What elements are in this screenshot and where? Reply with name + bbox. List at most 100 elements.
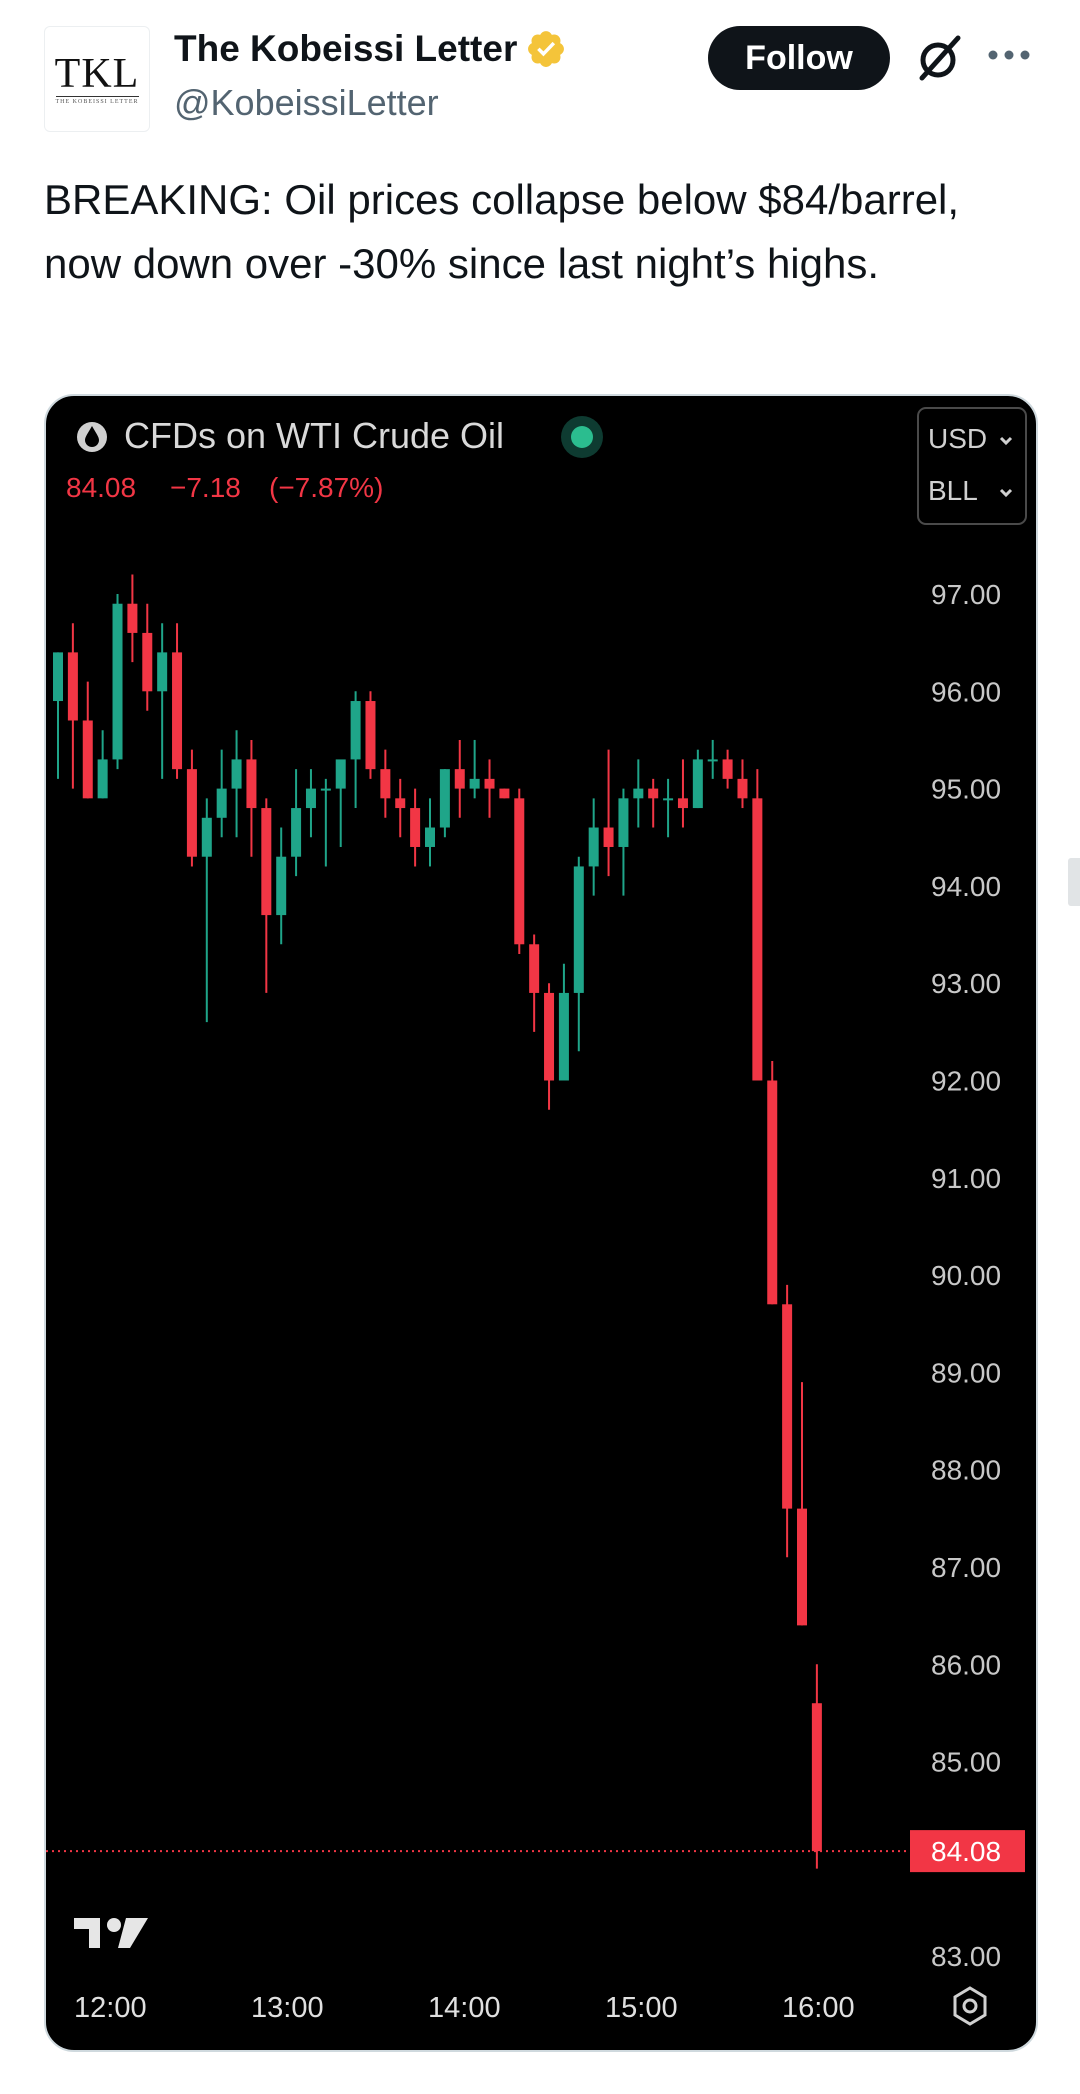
candle xyxy=(157,623,168,779)
currency-select-label[interactable]: USD xyxy=(928,423,987,454)
y-tick-label: 95.00 xyxy=(931,774,1001,805)
candle-body xyxy=(603,827,614,847)
candle-body xyxy=(425,827,435,847)
candle-body xyxy=(797,1508,807,1626)
candle-body xyxy=(544,992,555,1081)
candle xyxy=(618,788,629,896)
side-scroll-tab[interactable] xyxy=(1068,858,1080,906)
avatar[interactable]: TKL THE KOBEISSI LETTER xyxy=(44,26,150,132)
candle-body xyxy=(320,788,331,791)
y-tick-label: 87.00 xyxy=(931,1552,1001,1583)
candle-body xyxy=(811,1703,822,1852)
candle-body xyxy=(127,603,138,633)
chart-title: CFDs on WTI Crude Oil xyxy=(124,415,504,456)
candle xyxy=(67,623,78,789)
candle-body xyxy=(454,769,465,789)
more-options-icon[interactable] xyxy=(986,40,1032,70)
candle xyxy=(261,798,272,993)
candle xyxy=(291,769,302,877)
x-tick-label: 15:00 xyxy=(605,1992,678,2024)
candle xyxy=(439,769,450,838)
y-tick-label: 85.00 xyxy=(931,1747,1001,1778)
tweet-text: BREAKING: Oil prices collapse below $84/… xyxy=(44,176,960,287)
candle xyxy=(172,623,183,779)
follow-button[interactable]: Follow xyxy=(708,26,890,90)
candle xyxy=(425,798,435,867)
candle xyxy=(573,856,584,1052)
candle xyxy=(588,798,599,896)
y-tick-label: 86.00 xyxy=(931,1649,1001,1680)
verified-badge-icon xyxy=(528,31,565,67)
candle xyxy=(127,574,138,663)
market-status-dot xyxy=(561,416,603,458)
x-tick-label: 13:00 xyxy=(251,1992,324,2024)
candle xyxy=(514,788,525,955)
author-name[interactable]: The Kobeissi Letter xyxy=(174,28,518,69)
currency-unit-selector[interactable]: USD BLL xyxy=(917,407,1027,525)
candle-body xyxy=(305,788,316,809)
price-last: 84.08 xyxy=(66,472,136,503)
candle-body xyxy=(67,652,78,721)
y-axis: 97.00 96.00 95.00 94.00 93.00 92.00 91.00 90.00… xyxy=(931,579,1001,1972)
candle-body xyxy=(201,817,212,857)
candle xyxy=(648,778,659,828)
chevron-down-icon xyxy=(999,488,1013,498)
candle xyxy=(201,798,212,1023)
candle-body xyxy=(350,701,361,760)
candle xyxy=(529,934,540,1032)
candle xyxy=(142,603,153,711)
candle xyxy=(692,749,703,809)
candle-body xyxy=(484,778,495,789)
candle xyxy=(276,827,287,945)
candle-body xyxy=(186,769,197,857)
candle-body xyxy=(499,788,510,799)
candle-body xyxy=(588,827,599,867)
candle xyxy=(335,759,346,847)
candle-body xyxy=(395,798,406,809)
last-price-tag-label: 84.08 xyxy=(931,1836,1001,1867)
candle-body xyxy=(53,652,63,702)
candle-body xyxy=(246,759,257,809)
candle-body xyxy=(142,632,153,692)
tradingview-logo xyxy=(74,1918,148,1948)
price-change: −7.18 xyxy=(170,472,241,503)
candle xyxy=(707,739,718,779)
candle xyxy=(767,1061,778,1305)
candle-body xyxy=(514,798,525,945)
settings-icon[interactable] xyxy=(953,1986,987,2026)
author-name-row[interactable]: The Kobeissi Letter xyxy=(174,28,567,70)
candle xyxy=(663,778,674,838)
candle-body xyxy=(261,808,272,916)
candle xyxy=(454,739,465,818)
chart-image[interactable]: CFDs on WTI Crude Oil 84.08 −7.18 (−7.87… xyxy=(44,394,1038,2052)
candle-body xyxy=(469,778,480,789)
last-price-line: 84.08 xyxy=(46,1830,1025,1873)
candle-body xyxy=(365,701,376,770)
candle xyxy=(811,1664,822,1869)
candle-body xyxy=(677,798,688,809)
unit-select-label[interactable]: BLL xyxy=(928,475,978,506)
candle-body xyxy=(172,652,183,770)
candle xyxy=(320,778,331,867)
candle-body xyxy=(276,856,287,916)
candle xyxy=(350,691,361,809)
y-tick-label: 92.00 xyxy=(931,1066,1001,1097)
candle xyxy=(484,759,495,818)
x-tick-label: 12:00 xyxy=(74,1992,147,2024)
chevron-down-icon xyxy=(999,436,1013,446)
grok-icon[interactable] xyxy=(912,30,968,86)
author-handle[interactable]: @KobeissiLetter xyxy=(174,82,439,123)
candle xyxy=(380,749,391,818)
avatar-logo-text: TKL xyxy=(54,50,140,97)
candle-body xyxy=(82,720,93,799)
candle xyxy=(53,652,63,779)
candle xyxy=(633,759,644,828)
last-price-tag xyxy=(910,1830,1025,1873)
candle-body xyxy=(558,992,569,1081)
avatar-logo-subtext: THE KOBEISSI LETTER xyxy=(55,95,139,105)
candle-body xyxy=(335,759,346,789)
y-tick-label: 94.00 xyxy=(931,871,1001,902)
y-tick-label: 83.00 xyxy=(931,1941,1001,1972)
candle xyxy=(365,691,376,779)
candle-body xyxy=(291,808,302,857)
